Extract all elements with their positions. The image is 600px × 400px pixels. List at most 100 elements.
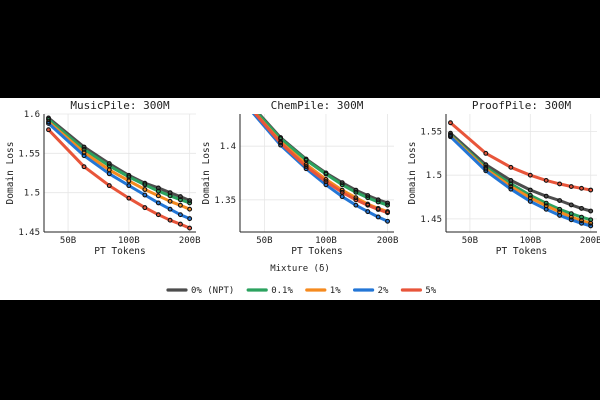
data-point — [353, 202, 359, 208]
data-point — [142, 182, 148, 188]
data-point — [155, 200, 161, 206]
data-point — [46, 119, 51, 125]
data-point — [81, 146, 87, 152]
data-point — [365, 195, 371, 201]
data-point — [543, 206, 549, 212]
legend-title: Mixture (δ) — [270, 264, 330, 274]
x-tick-label: 100B — [519, 236, 541, 246]
data-point — [557, 198, 563, 203]
data-point — [339, 180, 345, 186]
data-point — [167, 198, 173, 204]
data-point — [483, 168, 489, 174]
x-tick-label: 200B — [179, 236, 201, 246]
data-point — [126, 172, 132, 178]
data-point — [375, 197, 381, 203]
data-point — [365, 209, 371, 215]
x-tick-label: 200B — [580, 236, 600, 246]
data-point — [557, 212, 563, 218]
series-line — [47, 121, 192, 221]
series-line — [47, 116, 192, 202]
data-point — [385, 218, 391, 224]
data-point — [278, 142, 284, 148]
data-point — [243, 98, 247, 100]
data-point — [81, 153, 87, 159]
data-point — [187, 200, 193, 206]
data-point — [46, 120, 51, 126]
legend-item: 0% (NPT) — [166, 286, 234, 296]
data-point — [167, 190, 173, 196]
data-point — [543, 200, 549, 206]
data-point — [303, 164, 309, 170]
data-point — [508, 164, 514, 170]
legend-label: 1% — [330, 286, 341, 296]
series-line — [449, 121, 593, 192]
figure-panel: 50B 100B 200B 1.45 1.5 1.55 1.6 MusicPile: 300M… — [0, 98, 600, 300]
data-point — [126, 195, 132, 201]
data-point — [375, 214, 381, 220]
data-point — [142, 187, 148, 192]
data-point — [177, 212, 183, 218]
data-point — [155, 188, 161, 194]
data-point — [448, 120, 453, 126]
data-point — [568, 217, 574, 223]
y-tick-label: 1.55 — [420, 127, 442, 137]
data-point — [81, 144, 87, 150]
legend-item: 2% — [353, 286, 389, 296]
data-point — [543, 177, 549, 183]
data-point — [46, 127, 51, 133]
y-tick-label: 1.5 — [426, 171, 442, 181]
chart-figure: 50B 100B 200B 1.45 1.5 1.55 1.6 MusicPile: 300M… — [5, 98, 600, 296]
data-point — [81, 150, 87, 155]
data-point — [142, 192, 148, 198]
y-tick-label: 1.45 — [420, 215, 442, 225]
x-tick-label: 50B — [256, 236, 272, 246]
legend-label: 5% — [425, 286, 436, 296]
data-point — [483, 150, 489, 156]
data-point — [557, 181, 563, 187]
data-point — [126, 183, 132, 189]
data-point — [588, 208, 594, 214]
data-point — [323, 171, 329, 177]
x-tick-label: 50B — [60, 236, 76, 246]
y-tick-label: 1.4 — [220, 142, 236, 152]
chart-title: ProofPile: 300M — [472, 99, 572, 112]
data-point — [177, 194, 183, 200]
data-point — [167, 206, 173, 212]
series-line — [256, 114, 390, 207]
data-point — [106, 161, 112, 167]
series-line — [449, 131, 593, 213]
y-tick-label: 1.5 — [24, 189, 40, 199]
data-point — [579, 218, 584, 224]
data-point — [579, 220, 584, 226]
data-point — [142, 205, 148, 211]
data-point — [353, 197, 359, 203]
chart-panel-3: 50B 100B 200B 1.45 1.5 1.55 ProofPile: 300M PT … — [407, 99, 600, 257]
data-point — [81, 164, 87, 170]
series-line — [47, 120, 192, 211]
data-point — [339, 182, 345, 188]
y-axis-label: Domain Loss — [5, 142, 16, 205]
data-point — [385, 200, 391, 206]
y-axis-label: Domain Loss — [407, 142, 418, 205]
data-point — [527, 198, 533, 204]
data-point — [339, 189, 345, 195]
data-point — [353, 187, 359, 193]
data-point — [106, 183, 112, 189]
data-point — [243, 99, 247, 103]
data-point — [177, 197, 183, 203]
data-point — [527, 192, 533, 198]
data-point — [142, 180, 148, 186]
data-point — [339, 187, 345, 193]
data-point — [568, 214, 574, 220]
data-point — [483, 166, 489, 172]
y-tick-label: 1.35 — [214, 196, 236, 206]
data-point — [303, 166, 309, 172]
x-tick-label: 50B — [462, 236, 478, 246]
data-point — [448, 134, 453, 140]
data-point — [243, 98, 247, 101]
x-tick-label: 100B — [118, 236, 140, 246]
legend-label: 0% (NPT) — [191, 286, 234, 296]
data-point — [365, 202, 371, 208]
data-point — [187, 206, 193, 212]
